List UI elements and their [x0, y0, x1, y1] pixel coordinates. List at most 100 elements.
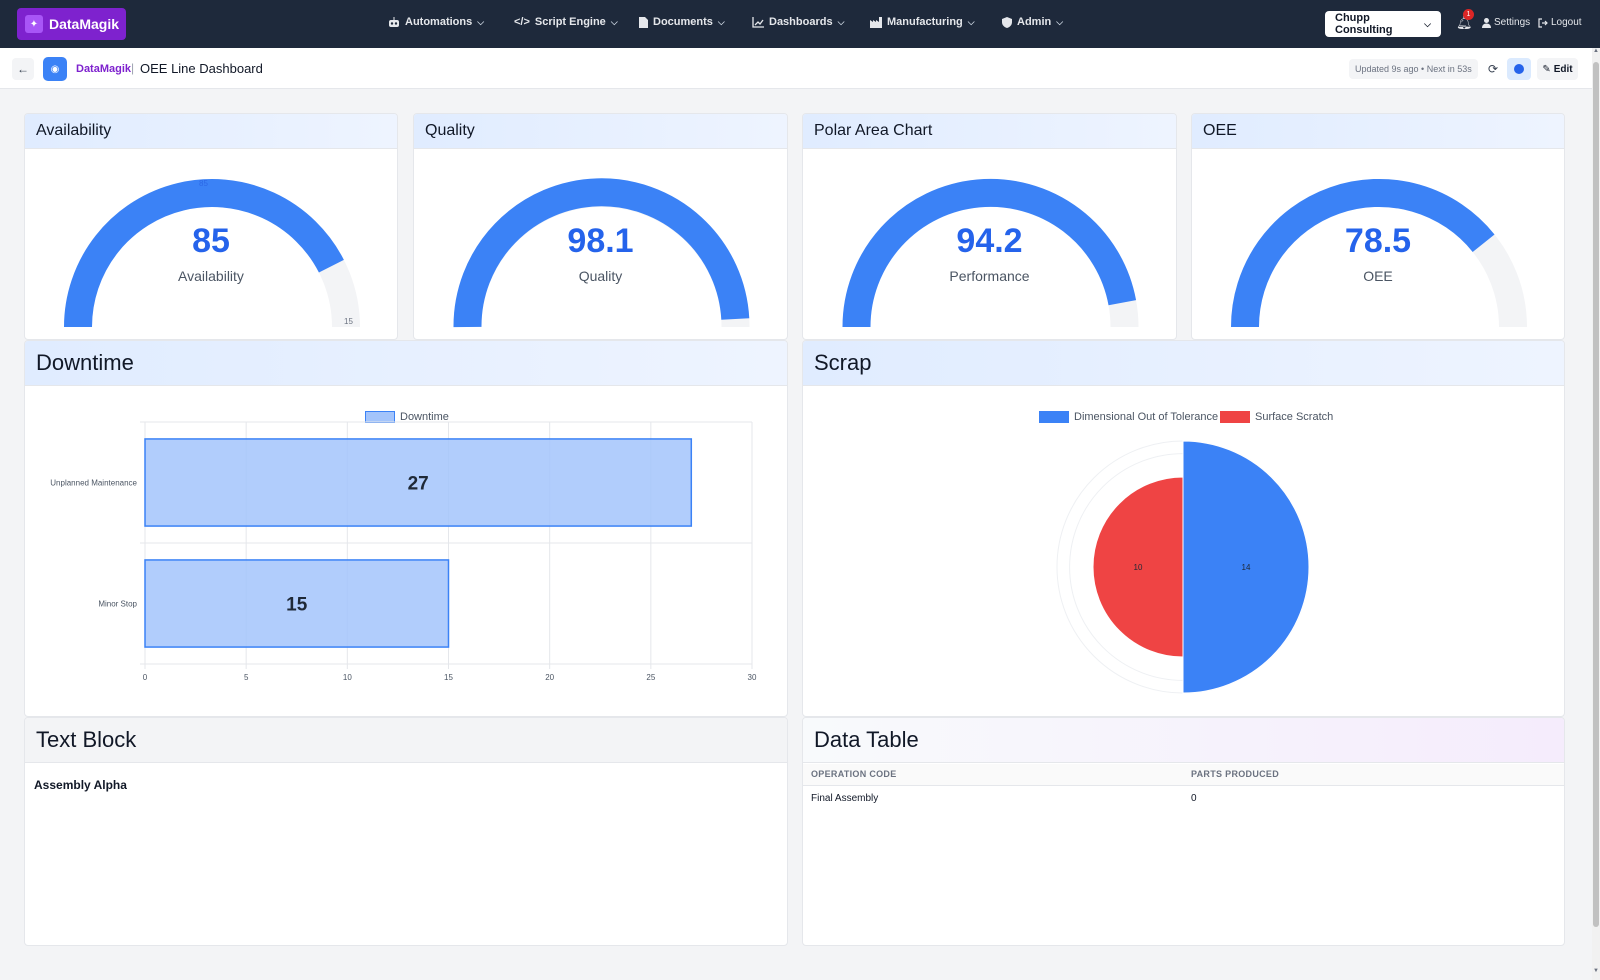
x-tick-label: 5: [244, 673, 249, 682]
dashboard-toolbar: ← ◉ DataMagik | OEE Line Dashboard Updat…: [0, 48, 1592, 89]
bar: [144, 559, 450, 648]
nav-dashboards[interactable]: Dashboards ⌵: [752, 16, 844, 28]
page-title: OEE Line Dashboard: [140, 61, 263, 76]
gauge-value: 94.2: [956, 222, 1023, 260]
back-button[interactable]: ←: [12, 58, 34, 80]
logout-icon: [1538, 17, 1548, 28]
polar-slice: [1092, 476, 1184, 658]
document-icon: [639, 16, 648, 28]
gauge-value: 78.5: [1344, 222, 1412, 260]
nav-documents-label: Documents: [653, 16, 713, 28]
chevron-down-icon: ⌵: [967, 16, 975, 27]
gauge-card-oee: OEE 78.5 OEE: [1191, 113, 1565, 340]
clock-icon: [1514, 64, 1524, 74]
gauge-availability: 15 85: [64, 179, 360, 328]
scrap-card: Scrap Dimensional Out of Tolerance Surfa…: [802, 340, 1565, 717]
legend-swatch: [1220, 411, 1250, 423]
chevron-down-icon: ⌵: [1056, 16, 1064, 27]
user-icon: [1482, 17, 1491, 28]
data-table-card: Data Table OPERATION CODE PARTS PRODUCED…: [802, 717, 1565, 946]
auto-refresh-toggle[interactable]: [1507, 58, 1531, 80]
nav-script-engine[interactable]: </> Script Engine ⌵: [514, 16, 618, 28]
gauge-label: OEE: [1363, 268, 1393, 284]
legend-swatch: [1039, 411, 1069, 423]
polar-slice: [1182, 440, 1310, 694]
chevron-down-icon: ⌵: [717, 16, 725, 27]
chart-legend-item-dimensional[interactable]: Dimensional Out of Tolerance: [1039, 411, 1218, 423]
scroll-down-arrow-icon[interactable]: ▼: [1593, 968, 1599, 974]
nav-documents[interactable]: Documents ⌵: [639, 16, 725, 28]
robot-icon: [389, 16, 399, 27]
slice-value-label: 10: [1134, 563, 1143, 572]
refresh-icon: ⟳: [1487, 62, 1499, 76]
gauge-fill: [1231, 178, 1495, 328]
chart-line-icon: [752, 16, 764, 28]
brand-name: DataMagik: [49, 16, 120, 32]
legend-label: Dimensional Out of Tolerance: [1074, 411, 1219, 423]
scroll-up-arrow-icon[interactable]: ▲: [1593, 48, 1599, 54]
gauge-fill: [842, 178, 1137, 328]
main-nav: Automations ⌵ </> Script Engine ⌵ Docume…: [0, 0, 1600, 48]
nav-admin-label: Admin: [1017, 16, 1052, 28]
nav-admin[interactable]: Admin ⌵: [1002, 16, 1063, 28]
gauge-value: 85: [192, 222, 230, 260]
bar-value-label: 27: [408, 474, 429, 495]
card-title: Scrap: [803, 341, 1564, 386]
y-category-label: Unplanned Maintenance: [50, 479, 137, 488]
chart-legend[interactable]: Downtime: [365, 411, 449, 423]
settings-label: Settings: [1494, 17, 1531, 28]
data-table: OPERATION CODE PARTS PRODUCED Final Asse…: [803, 764, 1564, 811]
logout-label: Logout: [1551, 17, 1582, 28]
card-title: Downtime: [25, 341, 787, 386]
brand-logo[interactable]: ✦ DataMagik: [17, 8, 126, 40]
gauge-oee: [1231, 178, 1527, 328]
text-block-content: Assembly Alpha: [34, 778, 127, 792]
gauge-quality: [453, 178, 750, 328]
gauge-fill: [453, 178, 750, 328]
scrap-polar-chart: 14 10: [1056, 440, 1310, 694]
chart-legend-item-scratch[interactable]: Surface Scratch: [1220, 411, 1333, 423]
nav-automations-label: Automations: [405, 16, 473, 28]
pencil-icon: ✎: [1542, 63, 1551, 75]
bar-value-label: 15: [286, 595, 308, 616]
edit-button[interactable]: ✎ Edit: [1537, 58, 1578, 80]
card-title: Text Block: [25, 718, 787, 763]
shield-icon: [1002, 16, 1012, 28]
column-header-parts-produced[interactable]: PARTS PRODUCED: [1183, 764, 1564, 786]
nav-dashboards-label: Dashboards: [769, 16, 833, 28]
scrollbar-thumb[interactable]: [1593, 62, 1599, 927]
gauge-card-performance: Polar Area Chart 94.2 Performance: [802, 113, 1177, 340]
chevron-down-icon: ⌵: [1424, 18, 1431, 29]
refresh-button[interactable]: ⟳: [1483, 59, 1503, 79]
y-category-label: Minor Stop: [98, 600, 137, 609]
nav-automations[interactable]: Automations ⌵: [388, 16, 484, 28]
table-row[interactable]: Final Assembly 0: [803, 785, 1564, 811]
nav-script-engine-label: Script Engine: [534, 16, 606, 28]
gauge-label: Performance: [949, 268, 1030, 284]
top-navbar: ✦ DataMagik Automations ⌵ </> Script Eng…: [0, 0, 1600, 48]
gauge-fill: [64, 179, 344, 328]
refresh-status: Updated 9s ago • Next in 53s: [1349, 59, 1478, 79]
settings-link[interactable]: Settings: [1482, 17, 1530, 28]
x-tick-label: 15: [444, 673, 453, 682]
organization-select[interactable]: Chupp Consulting ⌵: [1325, 11, 1441, 37]
organization-name: Chupp Consulting: [1335, 12, 1393, 36]
code-icon: </>: [514, 16, 530, 28]
downtime-card: Downtime Downtime 0 5 10 15 20 25 30 27 Unplanne…: [24, 340, 788, 717]
breadcrumb-app[interactable]: DataMagik: [76, 63, 132, 75]
gauge-card-quality: Quality 98.1 Quality: [413, 113, 788, 340]
card-title: Availability: [25, 114, 397, 149]
legend-label: Surface Scratch: [1255, 411, 1334, 423]
chevron-down-icon: ⌵: [477, 16, 485, 27]
gauge-label: Availability: [178, 268, 244, 284]
card-title: Data Table: [803, 718, 1564, 763]
nav-manufacturing[interactable]: Manufacturing ⌵: [870, 16, 975, 28]
gauge-tick-mid: 85: [199, 179, 208, 188]
nav-manufacturing-label: Manufacturing: [887, 16, 963, 28]
logout-link[interactable]: Logout: [1538, 17, 1582, 28]
legend-label: Downtime: [400, 411, 449, 423]
column-header-operation-code[interactable]: OPERATION CODE: [803, 764, 1183, 786]
gauge-performance: [842, 178, 1139, 328]
x-tick-label: 0: [143, 673, 148, 682]
card-title: OEE: [1192, 114, 1564, 149]
